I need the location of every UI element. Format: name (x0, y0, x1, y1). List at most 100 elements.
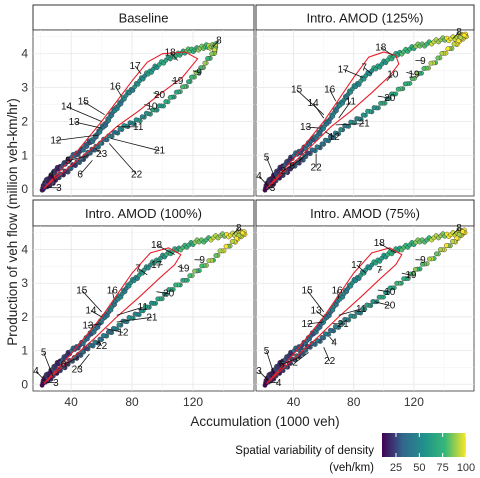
scatter-point (378, 100, 383, 106)
hour-label: 3 (56, 183, 62, 194)
label-leader-line (306, 290, 325, 313)
label-leader-line (452, 31, 460, 39)
hour-label: 8 (236, 223, 242, 234)
scatter-point (121, 123, 127, 129)
hour-label: 15 (302, 285, 314, 296)
label-leader-line (377, 289, 390, 293)
scatter-point (138, 308, 144, 313)
y-tick-label: 3 (21, 81, 28, 95)
label-leader-line (55, 134, 99, 141)
scatter-point (348, 313, 354, 319)
scatter-point (314, 144, 320, 150)
scatter-point (451, 41, 457, 47)
scatter-point (206, 258, 212, 264)
label-leader-line (212, 40, 220, 48)
label-leader-line (379, 242, 397, 254)
panel-title: Baseline (119, 11, 169, 26)
hour-label: 8 (456, 27, 462, 38)
label-leader-line (258, 370, 269, 381)
label-leader-line (305, 126, 321, 129)
scatter-point (180, 277, 186, 283)
hour-label: 6 (289, 161, 295, 172)
label-leader-line (108, 143, 137, 175)
panel-title: Intro. AMOD (100%) (85, 206, 202, 221)
scatter-point (395, 86, 401, 92)
hour-label: 14 (308, 98, 320, 109)
scatter-point (387, 285, 393, 291)
scatter-point (371, 105, 377, 111)
scatter-point (156, 103, 162, 109)
scatter-point (199, 263, 205, 269)
scatter-point (309, 340, 315, 346)
label-leader-line (95, 148, 102, 155)
scatter-point (127, 120, 133, 126)
label-leader-line (74, 121, 102, 129)
label-leader-line (177, 266, 185, 269)
x-tick-label: 40 (287, 395, 301, 409)
hour-label: 5 (264, 346, 270, 357)
scatter-point (376, 294, 382, 300)
label-leader-line (137, 268, 148, 276)
hour-label: 13 (69, 117, 81, 128)
label-leader-line (46, 381, 56, 384)
label-leader-line (307, 321, 324, 325)
label-leader-line (338, 101, 352, 119)
hour-label: 12 (117, 327, 129, 338)
hour-label: 7 (135, 264, 141, 275)
label-leader-line (343, 68, 363, 78)
colorbar-title-line2: (veh/km) (329, 462, 374, 474)
scatter-point (348, 119, 354, 125)
scatter-point (428, 60, 434, 66)
scatter-point (327, 327, 333, 333)
colorbar-tick-label: 25 (390, 462, 402, 474)
scatter-point (117, 126, 123, 132)
hour-label: 18 (165, 47, 177, 58)
label-leader-line (134, 65, 142, 75)
hour-label: 11 (346, 97, 357, 108)
scatter-point (322, 331, 328, 337)
hour-label: 6 (279, 359, 285, 370)
label-leader-line (232, 227, 240, 235)
scatter-point (435, 55, 441, 61)
x-tick-label: 120 (404, 395, 424, 409)
scatter-point (402, 81, 408, 87)
hour-label: 4 (331, 338, 337, 349)
panel-title: Intro. AMOD (75%) (310, 206, 420, 221)
hour-label: 10 (387, 69, 399, 80)
label-leader-line (363, 67, 373, 75)
label-leader-line (356, 264, 367, 274)
label-leader-line (406, 71, 415, 75)
hour-label: 4 (33, 366, 39, 377)
scatter-point (445, 46, 451, 52)
colorbar-legend: Spatial variability of density (veh/km) … (235, 433, 475, 474)
label-leader-line (329, 336, 335, 343)
scatter-point (421, 66, 427, 71)
fitted-curve (43, 51, 199, 189)
label-leader-line (329, 89, 337, 102)
scatter-point (439, 51, 445, 56)
label-leader-line (380, 46, 394, 56)
y-tick-label: 2 (21, 114, 28, 128)
scatter-point (192, 268, 198, 274)
label-leader-line (338, 308, 362, 316)
scatter-point (409, 76, 415, 82)
label-leader-line (335, 123, 365, 126)
scatter-point (223, 243, 229, 249)
scatter-point (342, 316, 348, 322)
scatter-point (419, 261, 425, 267)
hour-label: 4 (256, 171, 262, 182)
hour-label: 12 (329, 132, 341, 143)
scatter-point (205, 56, 211, 61)
label-leader-line (315, 310, 324, 318)
hour-label: 16 (107, 285, 119, 296)
scatter-point (139, 114, 145, 120)
label-leader-line (324, 131, 335, 138)
label-leader-line (266, 350, 275, 375)
label-leader-line (87, 323, 102, 327)
scatter-point (100, 333, 106, 338)
scatter-point (198, 65, 204, 71)
hour-label: 10 (384, 287, 396, 298)
hour-label: 23 (72, 365, 84, 376)
